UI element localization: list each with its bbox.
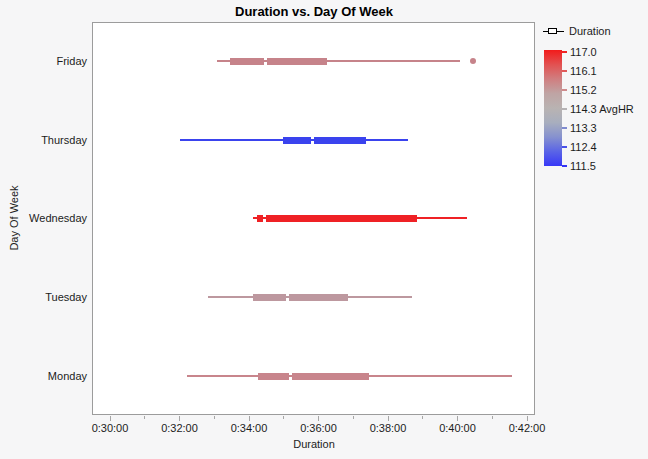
y-tick-label-friday: Friday [0, 54, 87, 68]
x-tick-label: 0:36:00 [289, 422, 349, 434]
x-major-tick [318, 416, 319, 421]
gradient-tick [562, 51, 567, 53]
boxplot-box-friday[interactable] [230, 58, 264, 65]
boxplot-box-wednesday[interactable] [257, 215, 262, 222]
x-tick-label: 0:42:00 [497, 422, 557, 434]
y-tick-label-tuesday: Tuesday [0, 290, 87, 304]
x-tick-label: 0:38:00 [358, 422, 418, 434]
x-major-tick [249, 416, 250, 421]
x-minor-tick [492, 416, 493, 419]
boxplot-box-monday[interactable] [258, 373, 288, 380]
boxplot-box-thursday[interactable] [283, 137, 310, 144]
gradient-tick-label: 117.0 [570, 45, 597, 59]
plot-layer [93, 23, 534, 414]
boxplot-box-monday[interactable] [292, 373, 369, 380]
gradient-tick-label: 111.5 [570, 159, 596, 173]
x-axis-title: Duration [92, 438, 536, 450]
x-major-tick [110, 416, 111, 421]
legend-entry-label: Duration [569, 25, 611, 37]
x-major-tick [388, 416, 389, 421]
legend: Duration 117.0 116.1 115.2 114.3 AvgHR 113.3… [541, 22, 647, 182]
y-axis-labels: Friday Thursday Wednesday Tuesday Monday [0, 23, 87, 414]
y-tick-label-thursday: Thursday [0, 133, 87, 147]
boxplot-box-tuesday[interactable] [289, 294, 348, 301]
gradient-tick-label: 116.1 [570, 64, 597, 78]
boxplot-box-friday[interactable] [267, 58, 327, 65]
gradient-tick [562, 127, 567, 129]
outlier-point-friday[interactable] [470, 58, 476, 64]
x-minor-tick [144, 416, 145, 419]
gradient-tick [562, 146, 567, 148]
x-tick-label: 0:30:00 [80, 422, 140, 434]
gradient-tick [562, 108, 567, 110]
boxplot-icon [543, 27, 564, 36]
x-major-tick [179, 416, 180, 421]
y-tick-label-monday: Monday [0, 369, 87, 383]
x-major-tick [457, 416, 458, 421]
x-tick-label: 0:40:00 [428, 422, 488, 434]
gradient-tick [562, 165, 567, 167]
legend-entry-duration[interactable]: Duration [543, 24, 611, 38]
gradient-tick-label: 113.3 [570, 121, 597, 135]
gradient-tick-label: 114.3 AvgHR [570, 102, 634, 116]
x-minor-tick [353, 416, 354, 419]
gradient-tick [562, 70, 567, 72]
gradient-tick-label: 115.2 [570, 83, 597, 97]
chart-title: Duration vs. Day Of Week [92, 3, 536, 21]
x-tick-label: 0:32:00 [150, 422, 210, 434]
x-minor-tick [422, 416, 423, 419]
chart-window: Duration vs. Day Of Week Day Of Week Fri… [0, 0, 648, 459]
avghr-gradient-bar[interactable] [544, 50, 562, 166]
x-minor-tick [283, 416, 284, 419]
y-tick-label-wednesday: Wednesday [0, 211, 87, 225]
x-major-tick [527, 416, 528, 421]
boxplot-box-tuesday[interactable] [253, 294, 286, 301]
x-minor-tick [214, 416, 215, 419]
gradient-tick [562, 89, 567, 91]
boxplot-box-wednesday[interactable] [266, 215, 417, 222]
plot-area[interactable] [92, 22, 535, 415]
gradient-tick-label: 112.4 [570, 140, 597, 154]
x-tick-label: 0:34:00 [219, 422, 279, 434]
boxplot-box-thursday[interactable] [314, 137, 366, 144]
